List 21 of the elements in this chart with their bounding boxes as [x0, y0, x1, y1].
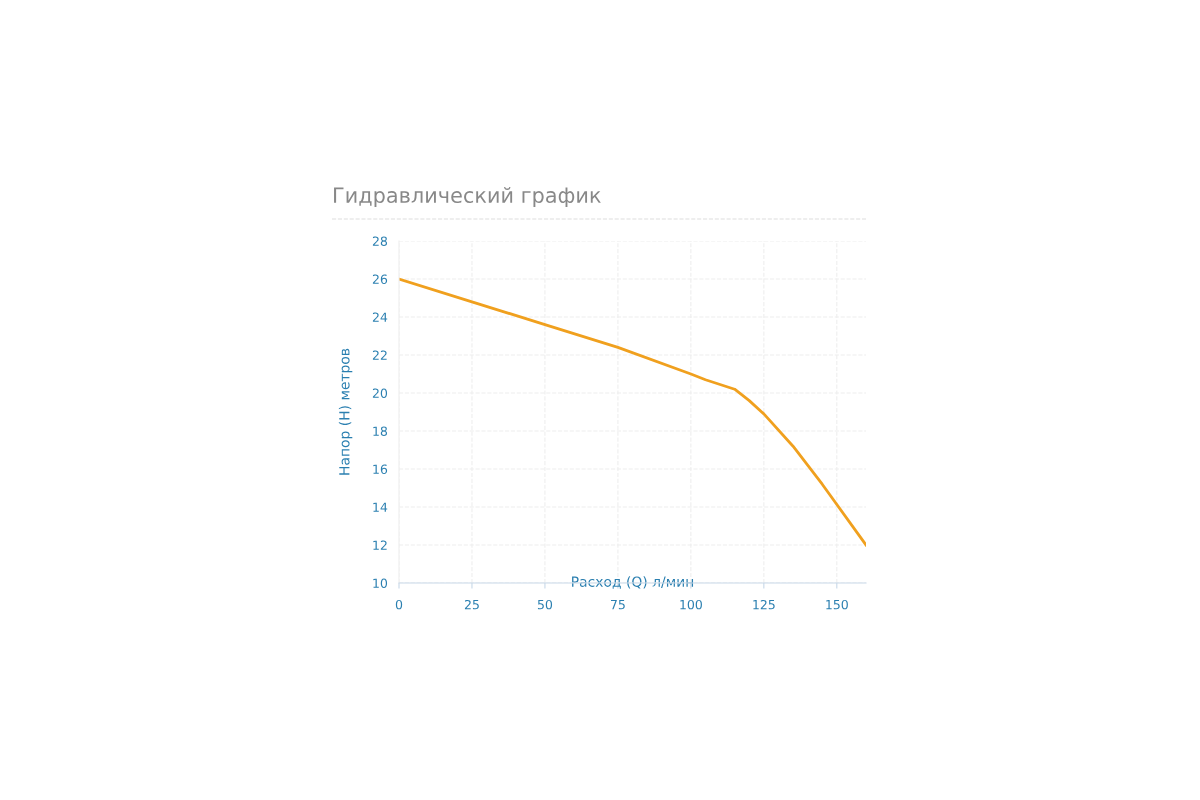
x-tick-label: 125 — [753, 599, 775, 610]
y-tick-label: 28 — [372, 236, 388, 246]
x-tick-label: 75 — [610, 600, 625, 610]
y-tick-label: 18 — [373, 426, 388, 436]
y-tick-label: 16 — [373, 464, 388, 474]
line-series — [399, 277, 866, 547]
x-tick-label: 0 — [395, 599, 403, 610]
y-tick-label: 20 — [372, 388, 388, 398]
y-axis-title: Напор (H) метров — [338, 348, 353, 475]
y-tick-label: 24 — [372, 312, 388, 322]
y-tick-label: 22 — [372, 350, 387, 360]
y-tick-label: 10 — [373, 578, 388, 588]
x-tick-label: 100 — [680, 599, 702, 610]
x-tick-label: 50 — [537, 599, 553, 610]
y-tick-label: 26 — [372, 274, 388, 284]
y-tick-label: 12 — [373, 540, 387, 550]
chart-title: Гидравлический график — [334, 187, 601, 208]
y-tick-label: 14 — [373, 502, 388, 512]
x-axis-title: Расход (Q) л/мин — [572, 576, 694, 589]
x-tick-label: 150 — [826, 599, 848, 610]
x-tick-label: 25 — [464, 599, 479, 610]
